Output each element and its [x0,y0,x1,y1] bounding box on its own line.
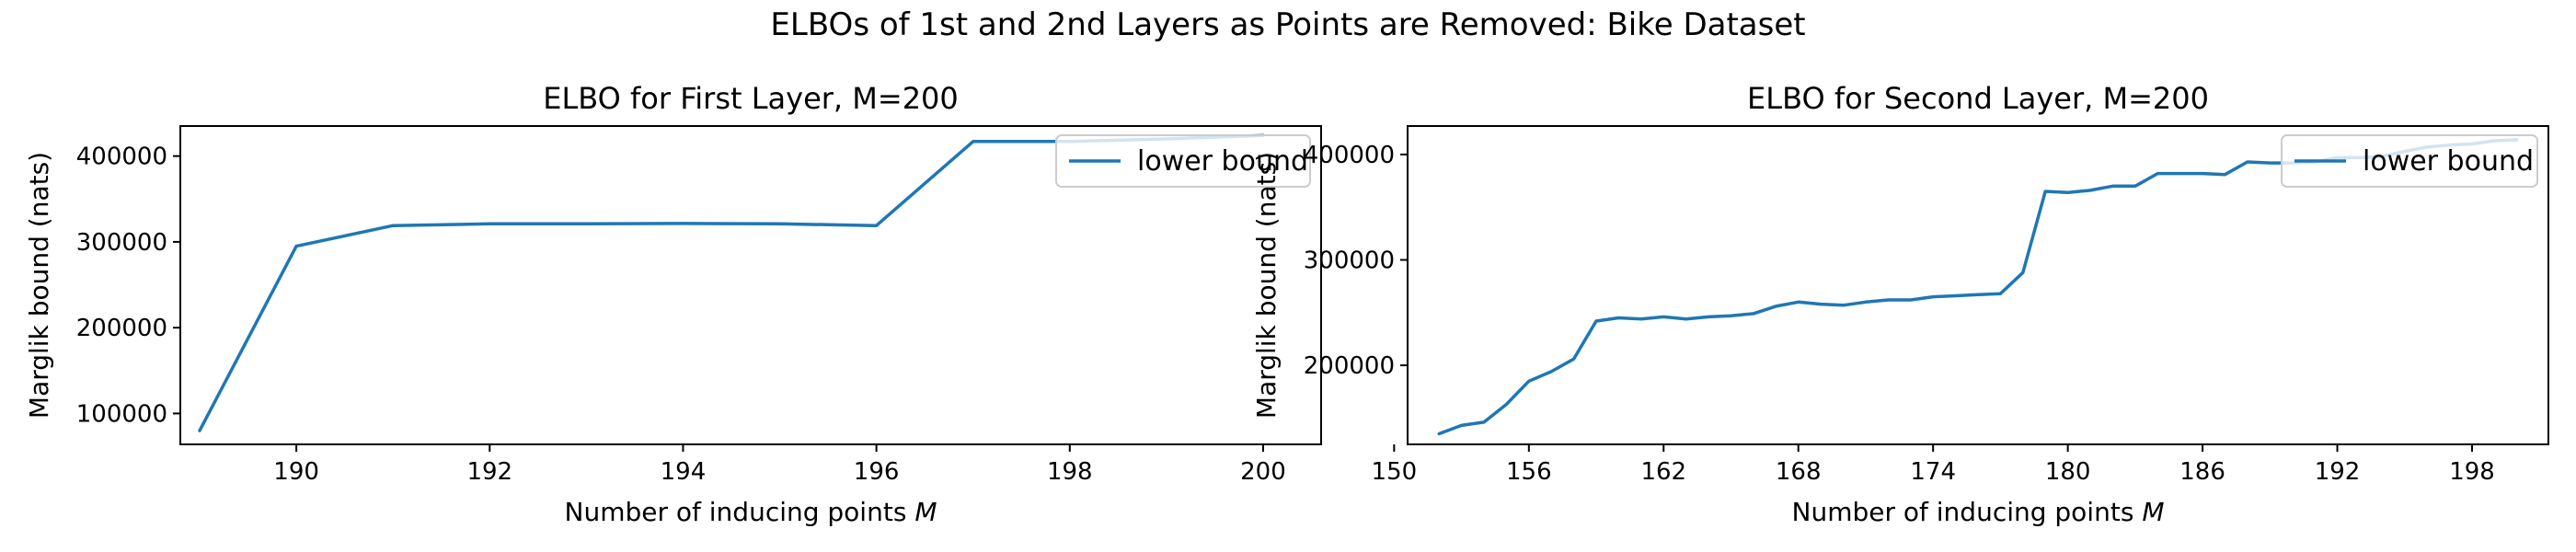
chart-second-layer: ELBO for Second Layer, M=200 150 156 162 16… [1251,81,2549,527]
y-tick-label: 300000 [76,229,167,257]
y-tick-label: 100000 [76,400,167,428]
x-tick-label: 196 [854,458,900,486]
chart-title: ELBO for First Layer, M=200 [543,81,959,116]
legend-box [1055,134,1311,188]
legend-label-lower-bound: lower bound [2363,145,2534,178]
y-tick-label: 400000 [1304,142,1395,169]
legend-label-lower-bound: lower bound [1137,145,1308,178]
x-tick-label: 200 [1240,458,1286,486]
x-tick-label: 150 [1372,458,1418,486]
chart-first-layer: ELBO for First Layer, M=200 190 192 194 196… [24,81,1322,527]
x-tick-label: 180 [2045,458,2091,486]
figure-suptitle: ELBOs of 1st and 2nd Layers as Points ar… [770,6,1805,43]
x-axis-ticks: 150 156 162 168 174 180 186 192 198 [1372,444,2495,486]
y-axis-label: Marglik bound (nats) [24,152,54,419]
y-axis-ticks: 100000 200000 300000 400000 [76,144,180,428]
plot-frame [1407,125,2549,445]
x-tick-label: 198 [1047,458,1093,486]
legend-box [2281,134,2538,188]
x-axis-ticks: 190 192 194 196 198 200 [273,444,1286,486]
y-tick-label: 300000 [1304,247,1395,275]
x-tick-label: 192 [466,458,512,486]
y-tick-label: 400000 [76,144,167,171]
y-axis-ticks: 200000 300000 400000 [1304,142,1408,380]
legend: lower bound [2281,134,2538,188]
y-tick-label: 200000 [76,315,167,342]
x-tick-label: 190 [273,458,319,486]
y-tick-label: 200000 [1304,352,1395,380]
chart-title: ELBO for Second Layer, M=200 [1747,81,2209,116]
x-tick-label: 192 [2315,458,2361,486]
x-tick-label: 198 [2449,458,2495,486]
legend: lower bound [1055,134,1311,188]
x-tick-label: 168 [1776,458,1822,486]
x-tick-label: 174 [1910,458,1956,486]
plot-frame [179,125,1322,445]
x-axis-label: Number of inducing points M [565,497,937,527]
y-axis-label: Marglik bound (nats) [1251,152,1282,419]
x-axis-label: Number of inducing points M [1792,497,2165,527]
x-tick-label: 156 [1506,458,1552,486]
x-tick-label: 186 [2179,458,2225,486]
x-tick-label: 162 [1640,458,1686,486]
x-tick-label: 194 [661,458,707,486]
